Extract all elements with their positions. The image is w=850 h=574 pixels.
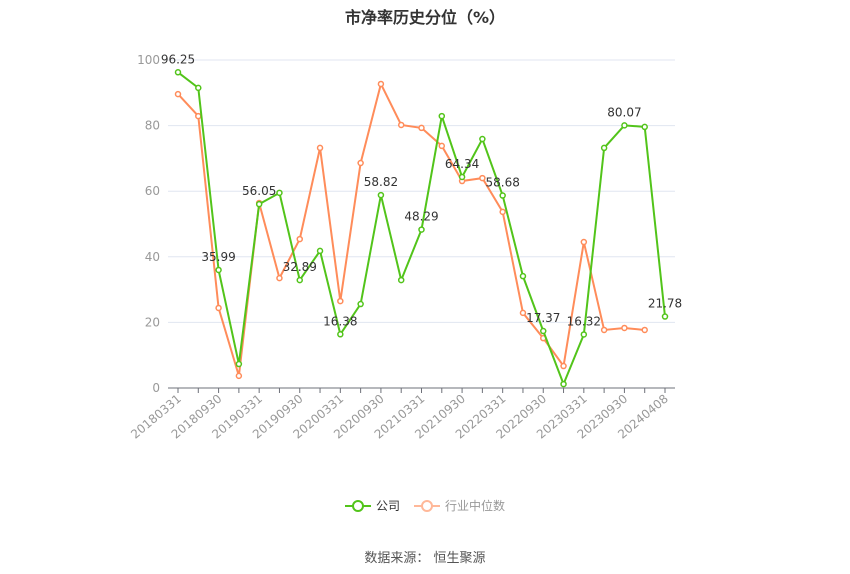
data-point bbox=[235, 360, 243, 368]
data-point bbox=[438, 142, 446, 150]
data-label: 35.99 bbox=[201, 250, 235, 264]
data-point bbox=[215, 266, 222, 274]
data-label: 17.37 bbox=[526, 311, 560, 325]
y-tick-label: 80 bbox=[145, 119, 160, 133]
data-label: 16.38 bbox=[323, 314, 357, 328]
data-point bbox=[580, 331, 588, 338]
data-point bbox=[377, 191, 385, 199]
data-point bbox=[296, 276, 303, 284]
data-point bbox=[600, 144, 608, 152]
legend-item-industry[interactable]: 行业中位数 bbox=[414, 497, 505, 514]
data-label: 58.68 bbox=[485, 176, 519, 190]
data-source: 数据来源： 恒生聚源 bbox=[364, 551, 486, 566]
y-tick-label: 20 bbox=[145, 315, 160, 329]
data-label: 21.78 bbox=[648, 297, 682, 311]
data-point bbox=[255, 200, 263, 208]
line-chart: 0204060801002018033120180930201903312019… bbox=[128, 52, 682, 441]
data-point bbox=[215, 304, 222, 312]
legend-label-industry: 行业中位数 bbox=[445, 499, 506, 513]
data-point bbox=[438, 112, 446, 120]
data-point bbox=[479, 135, 486, 143]
data-point bbox=[174, 69, 182, 76]
y-tick-label: 100 bbox=[137, 53, 160, 67]
data-point bbox=[600, 326, 608, 334]
data-point bbox=[397, 121, 405, 129]
data-label: 80.07 bbox=[607, 105, 641, 119]
data-point bbox=[661, 313, 669, 320]
y-tick-label: 40 bbox=[145, 250, 160, 264]
data-label: 58.82 bbox=[364, 175, 398, 189]
data-point bbox=[418, 124, 425, 132]
data-label: 64.34 bbox=[445, 157, 479, 171]
y-tick-label: 60 bbox=[145, 184, 160, 198]
data-point bbox=[337, 331, 344, 338]
data-point bbox=[377, 80, 385, 88]
data-point bbox=[337, 297, 344, 305]
legend: 公司 行业中位数 bbox=[0, 497, 850, 514]
data-point bbox=[621, 122, 628, 129]
data-point bbox=[540, 327, 547, 335]
data-point bbox=[621, 324, 628, 332]
data-point bbox=[235, 372, 243, 380]
data-point bbox=[316, 144, 324, 152]
data-point bbox=[519, 309, 527, 317]
data-point bbox=[458, 173, 466, 181]
legend-item-company[interactable]: 公司 bbox=[344, 497, 400, 514]
data-point bbox=[397, 276, 405, 284]
data-point bbox=[641, 123, 648, 131]
data-label: 96.25 bbox=[161, 52, 195, 66]
data-point bbox=[357, 300, 364, 308]
data-point bbox=[316, 247, 324, 255]
y-tick-label: 0 bbox=[152, 381, 160, 395]
chart-title: 市净率历史分位（%） bbox=[344, 8, 506, 27]
data-point bbox=[276, 189, 283, 197]
data-point bbox=[641, 326, 648, 334]
legend-marker-company-icon bbox=[344, 499, 371, 512]
data-label: 48.29 bbox=[404, 210, 438, 224]
data-label: 32.89 bbox=[283, 260, 317, 274]
legend-marker-industry-icon bbox=[414, 499, 440, 512]
data-point bbox=[418, 226, 425, 233]
data-point bbox=[580, 238, 588, 246]
data-point bbox=[174, 90, 182, 98]
data-point bbox=[519, 272, 527, 280]
legend-label-company: 公司 bbox=[375, 499, 400, 513]
data-point bbox=[479, 174, 486, 182]
data-point bbox=[499, 208, 506, 216]
data-point bbox=[357, 159, 364, 167]
data-label: 16.32 bbox=[567, 314, 601, 328]
data-point bbox=[195, 112, 202, 120]
data-point bbox=[560, 362, 567, 370]
data-point bbox=[296, 235, 303, 243]
data-point bbox=[276, 274, 283, 282]
data-label: 56.05 bbox=[242, 184, 276, 198]
data-point bbox=[499, 192, 506, 199]
data-point bbox=[560, 380, 567, 388]
series-line-1 bbox=[177, 81, 645, 377]
data-point bbox=[195, 84, 202, 92]
